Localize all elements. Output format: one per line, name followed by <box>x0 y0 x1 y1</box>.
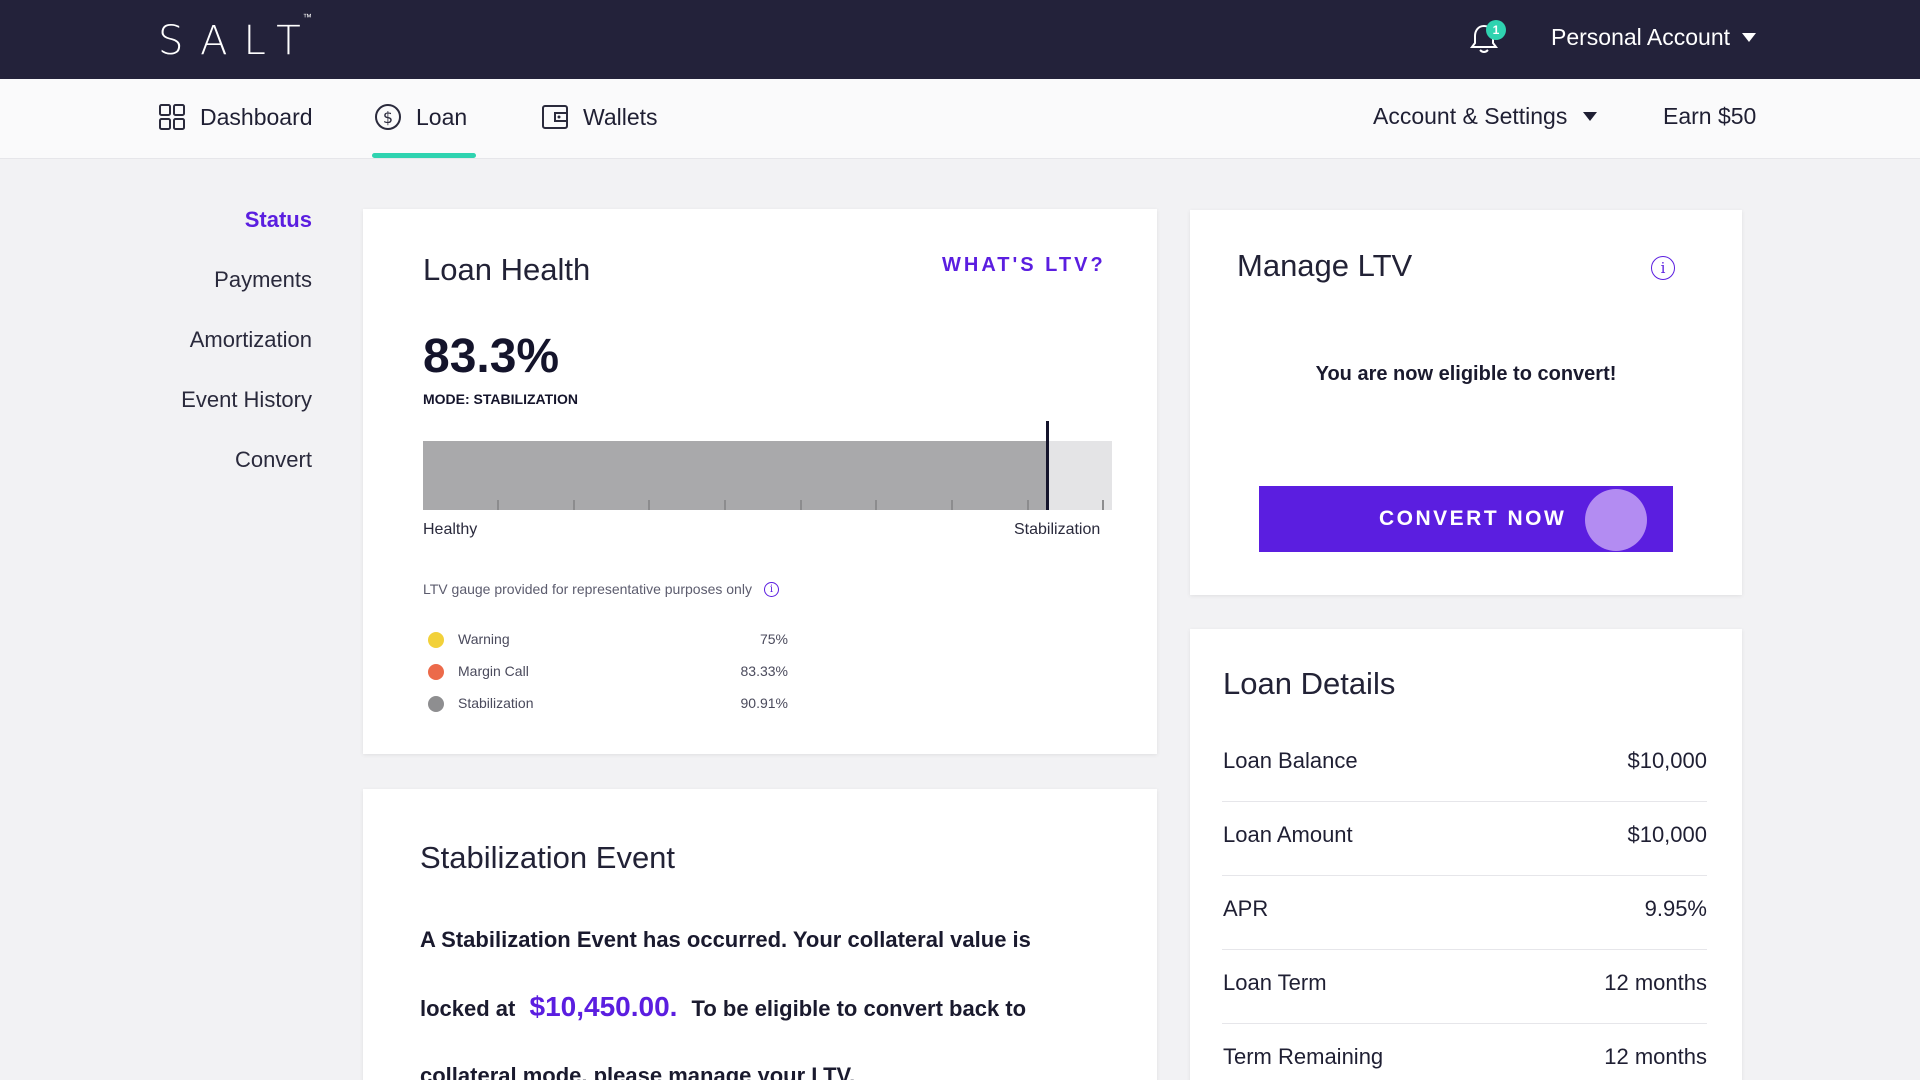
detail-value: $10,000 <box>1627 748 1707 773</box>
ltv-gauge <box>423 421 1112 510</box>
detail-label: Term Remaining <box>1223 1044 1384 1069</box>
wallet-icon <box>542 105 568 129</box>
account-label: Personal Account <box>1551 24 1731 50</box>
detail-row-apr: APR 9.95% <box>1222 876 1707 950</box>
account-settings-label: Account & Settings <box>1373 103 1568 129</box>
top-bar: SALT™ 1 Personal Account <box>0 0 1920 79</box>
stabilization-event-card <box>363 789 1157 1080</box>
yellow-dot-icon <box>428 632 444 648</box>
ltv-gauge-fill <box>423 441 1047 510</box>
stabilization-event-text: A Stabilization Event has occurred. Your… <box>420 906 1100 1080</box>
loan-health-title: Loan Health <box>423 252 591 287</box>
legend-value: 90.91% <box>740 695 788 711</box>
svg-text:$: $ <box>383 108 393 127</box>
tab-wallets-label: Wallets <box>583 103 658 130</box>
sidebar-item-amortization[interactable]: Amortization <box>189 327 312 352</box>
detail-value: 9.95% <box>1644 896 1707 921</box>
gauge-healthy-label: Healthy <box>423 521 478 538</box>
legend-label: Warning <box>458 631 510 647</box>
gauge-tick <box>648 500 650 510</box>
sidebar-item-convert[interactable]: Convert <box>234 447 312 472</box>
gauge-tick <box>951 500 953 510</box>
active-tab-indicator <box>372 153 476 158</box>
detail-label: Loan Amount <box>1223 822 1353 847</box>
notification-badge: 1 <box>1486 20 1506 40</box>
nav-bar: Dashboard $ Loan Wallets Account & Setti… <box>0 79 1920 159</box>
stabilization-event-title: Stabilization Event <box>420 840 676 875</box>
gauge-tick <box>800 500 802 510</box>
locked-collateral-amount: $10,450.00. <box>529 991 678 1022</box>
orange-dot-icon <box>428 664 444 680</box>
sidebar-item-payments[interactable]: Payments <box>214 267 312 292</box>
info-icon[interactable]: i <box>763 581 779 597</box>
ltv-mode: MODE: STABILIZATION <box>423 391 579 407</box>
detail-row-loan-term: Loan Term 12 months <box>1222 950 1707 1024</box>
caret-down-icon <box>1742 33 1757 42</box>
gauge-tick <box>724 500 726 510</box>
gauge-tick <box>573 500 575 510</box>
slider-knob[interactable] <box>1585 489 1647 551</box>
dollar-circle-icon: $ <box>375 104 401 130</box>
eligible-message: You are now eligible to convert! <box>1315 363 1617 385</box>
gray-dot-icon <box>428 696 444 712</box>
loan-details-title: Loan Details <box>1223 666 1396 701</box>
tab-dashboard-label: Dashboard <box>200 103 313 130</box>
loan-details-card <box>1190 629 1742 1080</box>
salt-logo[interactable]: SALT™ <box>158 12 317 64</box>
detail-row-loan-amount: Loan Amount $10,000 <box>1222 802 1707 876</box>
detail-row-term-remaining: Term Remaining 12 months <box>1222 1024 1707 1080</box>
caret-down-icon <box>1583 112 1598 121</box>
detail-value: $10,000 <box>1627 822 1707 847</box>
account-settings-dropdown[interactable]: Account & Settings <box>1373 103 1598 130</box>
legend-item-margin-call: Margin Call 83.33% <box>428 661 788 683</box>
info-icon[interactable]: i <box>1651 256 1675 280</box>
sidebar-item-status[interactable]: Status <box>244 207 312 232</box>
legend-label: Margin Call <box>458 663 529 679</box>
detail-value: 12 months <box>1604 970 1707 995</box>
grid-icon <box>159 104 185 130</box>
ltv-gauge-needle <box>1046 421 1049 510</box>
convert-now-label: CONVERT NOW <box>1379 507 1567 530</box>
tab-dashboard[interactable]: Dashboard <box>158 103 313 131</box>
gauge-tick <box>497 500 499 510</box>
gauge-tick <box>1102 500 1104 510</box>
whats-ltv-link[interactable]: WHAT'S LTV? <box>942 254 1106 276</box>
stabilization-text-after: To be eligible to convert back to collat… <box>420 996 1027 1080</box>
legend-label: Stabilization <box>458 695 534 711</box>
legend-value: 75% <box>759 631 788 647</box>
ltv-value: 83.3% <box>423 330 560 383</box>
gauge-stabilization-label: Stabilization <box>1014 521 1101 538</box>
convert-now-button[interactable]: CONVERT NOW <box>1259 486 1673 552</box>
gauge-tick <box>875 500 877 510</box>
earn-link[interactable]: Earn $50 <box>1663 103 1757 129</box>
personal-account-dropdown[interactable]: Personal Account <box>1551 24 1757 51</box>
legend-value: 83.33% <box>740 663 788 679</box>
gauge-tick <box>1027 500 1029 510</box>
detail-label: Loan Term <box>1223 970 1327 995</box>
stabilization-text-before: A Stabilization Event has occurred. Your… <box>420 927 1031 1021</box>
detail-label: Loan Balance <box>1223 748 1358 773</box>
manage-ltv-title: Manage LTV <box>1237 248 1413 283</box>
tab-loan[interactable]: $ Loan <box>374 103 467 131</box>
detail-row-loan-balance: Loan Balance $10,000 <box>1222 728 1707 802</box>
detail-label: APR <box>1223 896 1269 921</box>
tab-loan-label: Loan <box>416 103 468 130</box>
sidebar-item-event-history[interactable]: Event History <box>181 387 312 412</box>
legend-item-stabilization: Stabilization 90.91% <box>428 693 788 715</box>
ltv-disclaimer: LTV gauge provided for representative pu… <box>423 581 779 597</box>
disclaimer-text: LTV gauge provided for representative pu… <box>423 581 752 597</box>
detail-value: 12 months <box>1604 1044 1707 1069</box>
tab-wallets[interactable]: Wallets <box>541 103 658 131</box>
legend-item-warning: Warning 75% <box>428 629 788 651</box>
